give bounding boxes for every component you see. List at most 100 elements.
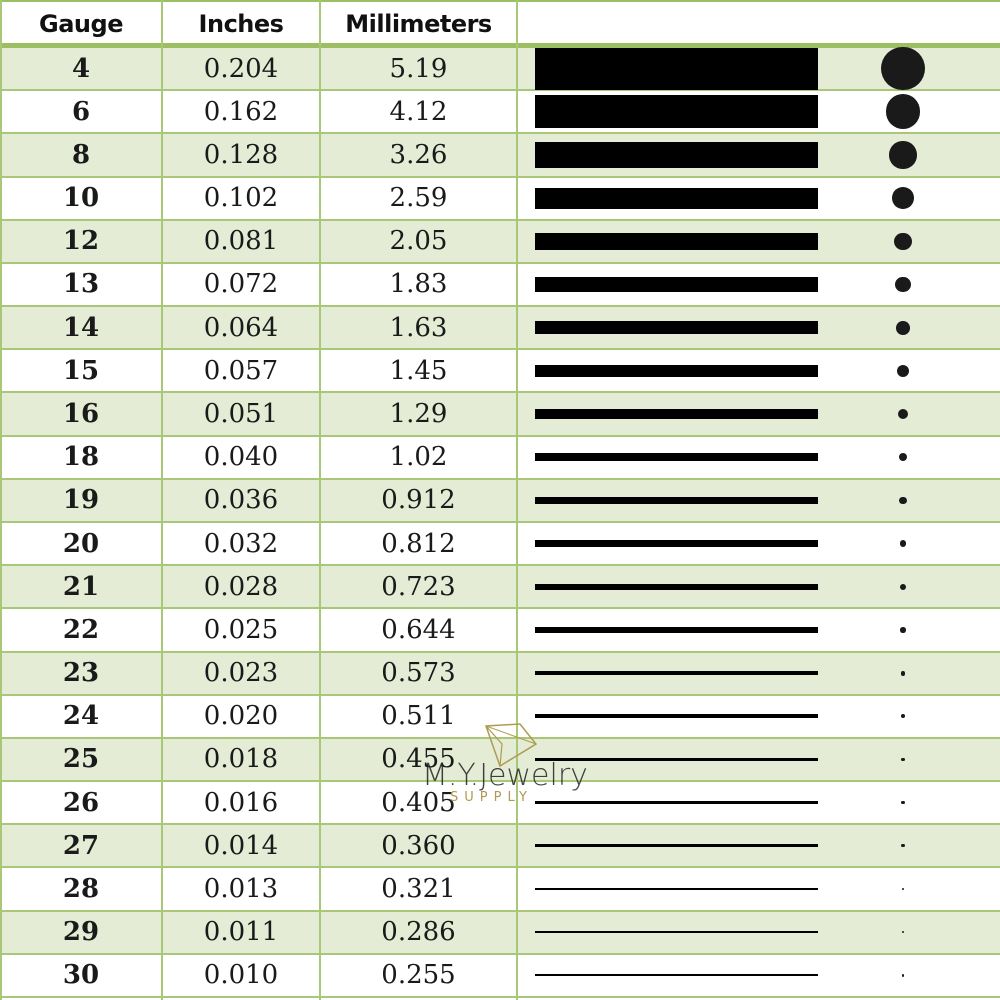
wire-cross-section-dot <box>897 408 909 420</box>
table-row: 18 0.040 1.02 <box>0 437 1000 480</box>
table-row: 22 0.025 0.644 <box>0 609 1000 653</box>
table-row: 14 0.064 1.63 <box>0 307 1000 351</box>
gauge-cell: 30 <box>62 960 100 991</box>
gauge-cell: 6 <box>71 96 91 127</box>
gauge-cell: 24 <box>62 701 100 732</box>
inches-cell: 0.057 <box>203 355 279 386</box>
millimeters-cell: 0.286 <box>381 917 456 948</box>
table-row: 20 0.032 0.812 <box>0 523 1000 567</box>
gauge-cell: 26 <box>62 787 100 818</box>
millimeters-cell: 1.45 <box>389 355 448 386</box>
table-row: 30 0.010 0.255 <box>0 955 1000 998</box>
millimeters-cell: 1.29 <box>389 399 448 430</box>
inches-cell: 0.036 <box>203 485 279 516</box>
gauge-cell: 21 <box>62 571 100 602</box>
table-row: 28 0.013 0.321 <box>0 868 1000 912</box>
inches-cell: 0.018 <box>203 744 279 775</box>
wire-cross-section-dot <box>901 800 905 805</box>
table-row: 12 0.081 2.05 <box>0 220 1000 264</box>
wire-cross-section-dot <box>901 844 905 848</box>
grid-line <box>516 0 518 1000</box>
wire-thickness-bar <box>535 364 818 377</box>
wire-thickness-bar <box>535 887 818 891</box>
table-row: 15 0.057 1.45 <box>0 350 1000 394</box>
gauge-cell: 28 <box>62 874 100 905</box>
wire-thickness-bar <box>535 583 818 590</box>
wire-cross-section-dot <box>881 46 925 91</box>
millimeters-cell: 0.255 <box>381 960 456 991</box>
wire-thickness-bar <box>535 187 818 209</box>
inches-cell: 0.072 <box>203 269 279 300</box>
wire-cross-section-dot <box>892 187 914 209</box>
inches-cell: 0.081 <box>203 226 279 257</box>
millimeters-cell: 0.511 <box>381 701 456 732</box>
inches-cell: 0.040 <box>203 442 279 473</box>
table-row: 13 0.072 1.83 <box>0 264 1000 308</box>
millimeters-cell: 0.573 <box>381 658 456 689</box>
millimeters-cell: 1.02 <box>389 442 448 473</box>
wire-cross-section-dot <box>900 670 906 676</box>
grid-line <box>319 0 321 1000</box>
gauge-cell: 25 <box>62 744 100 775</box>
wire-cross-section-dot <box>889 141 917 169</box>
wire-cross-section-dot <box>901 887 905 891</box>
table-row: 24 0.020 0.511 <box>0 696 1000 739</box>
table-row: 8 0.128 3.26 <box>0 134 1000 178</box>
inches-cell: 0.051 <box>203 399 279 430</box>
grid-line <box>0 0 2 1000</box>
wire-thickness-bar <box>535 321 818 335</box>
table-row: 10 0.102 2.59 <box>0 178 1000 221</box>
gauge-cell: 29 <box>62 917 100 948</box>
millimeters-cell: 0.405 <box>381 787 456 818</box>
gauge-cell: 22 <box>62 614 100 645</box>
wire-cross-section-dot <box>896 320 910 335</box>
wire-thickness-bar <box>535 496 818 505</box>
wire-thickness-bar <box>535 801 818 805</box>
millimeters-cell: 1.63 <box>389 312 448 343</box>
wire-cross-section-dot <box>901 930 905 934</box>
gauge-cell: 10 <box>62 183 100 214</box>
wire-thickness-bar <box>535 670 818 676</box>
inches-cell: 0.028 <box>203 571 279 602</box>
millimeters-cell: 0.644 <box>381 614 456 645</box>
table-row: 23 0.023 0.573 <box>0 652 1000 696</box>
wire-thickness-bar <box>535 714 818 719</box>
gauge-cell: 8 <box>71 139 91 170</box>
gauge-cell: 18 <box>62 442 100 473</box>
gauge-cell: 19 <box>62 485 100 516</box>
header-divider <box>0 43 1000 48</box>
millimeters-cell: 2.05 <box>389 226 448 257</box>
grid-line <box>161 0 163 1000</box>
wire-thickness-bar <box>535 844 818 848</box>
wire-cross-section-dot <box>899 583 907 590</box>
wire-thickness-bar <box>535 453 818 462</box>
wire-cross-section-dot <box>901 974 905 977</box>
millimeters-cell: 5.19 <box>389 53 448 84</box>
wire-cross-section-dot <box>885 94 921 130</box>
wire-thickness-bar <box>535 757 818 762</box>
millimeters-cell: 0.360 <box>381 830 456 861</box>
wire-thickness-bar <box>535 627 818 633</box>
inches-cell: 0.025 <box>203 614 279 645</box>
wire-thickness-bar <box>535 277 818 292</box>
gauge-cell: 4 <box>71 53 91 84</box>
gauge-cell: 20 <box>62 528 100 559</box>
millimeters-cell: 0.912 <box>381 485 456 516</box>
header-gauge: Gauge <box>39 10 123 38</box>
table-header: Gauge Inches Millimeters <box>0 0 1000 44</box>
inches-cell: 0.204 <box>203 53 279 84</box>
table-row: 29 0.011 0.286 <box>0 911 1000 955</box>
inches-cell: 0.102 <box>203 183 279 214</box>
inches-cell: 0.011 <box>203 917 279 948</box>
gauge-cell: 23 <box>62 658 100 689</box>
gauge-cell: 16 <box>62 399 100 430</box>
table-row: 27 0.014 0.360 <box>0 825 1000 869</box>
inches-cell: 0.020 <box>203 701 279 732</box>
inches-cell: 0.032 <box>203 528 279 559</box>
wire-cross-section-dot <box>894 232 912 250</box>
inches-cell: 0.014 <box>203 830 279 861</box>
wire-thickness-bar <box>535 931 818 934</box>
millimeters-cell: 0.455 <box>381 744 456 775</box>
inches-cell: 0.016 <box>203 787 279 818</box>
millimeters-cell: 0.812 <box>381 528 456 559</box>
